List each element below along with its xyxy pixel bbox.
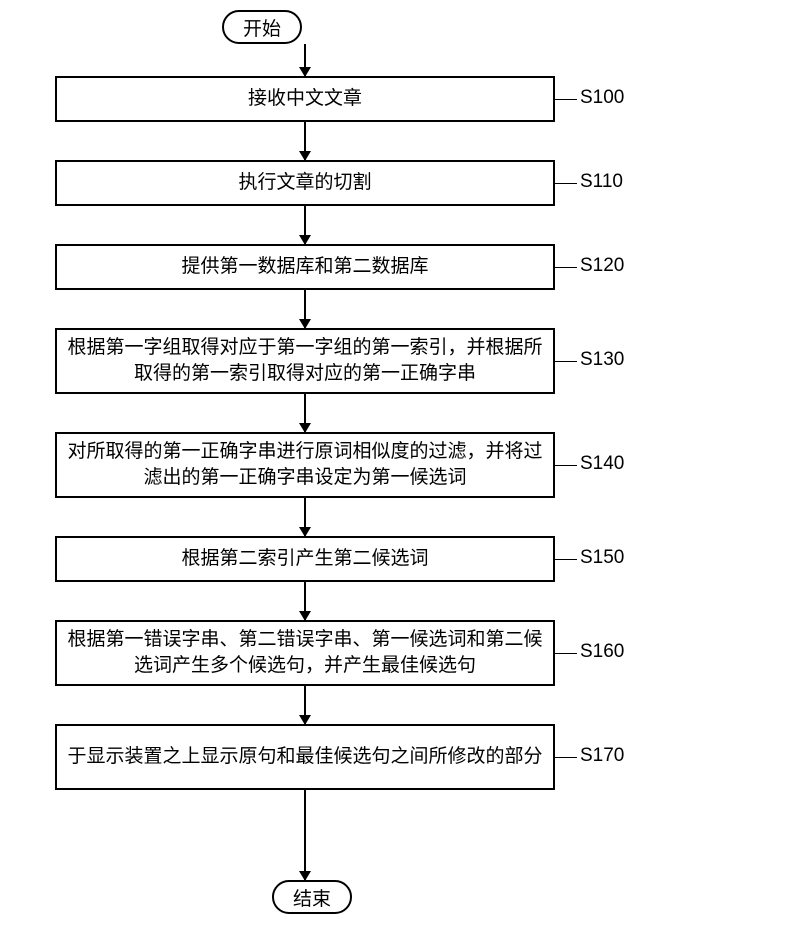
step-box-S140: 对所取得的第一正确字串进行原词相似度的过滤，并将过滤出的第一正确字串设定为第一候… [55, 432, 555, 498]
start-terminator: 开始 [222, 10, 302, 44]
arrow-7 [304, 686, 306, 724]
step-label-S160: S160 [580, 641, 624, 663]
label-connector-S140 [555, 465, 577, 466]
step-label-S150: S150 [580, 547, 624, 569]
label-connector-S130 [555, 361, 577, 362]
arrow-5 [304, 498, 306, 536]
step-box-S150: 根据第二索引产生第二候选词 [55, 536, 555, 582]
flowchart-canvas: 开始接收中文文章 S100 执行文章的切割 S110 提供第一数据库和第二数据库 S120… [0, 0, 800, 929]
step-label-S130: S130 [580, 349, 624, 371]
step-box-S160: 根据第一错误字串、第二错误字串、第一候选词和第二候选词产生多个候选句，并产生最佳… [55, 620, 555, 686]
step-box-S100: 接收中文文章 [55, 76, 555, 122]
step-label-S170: S170 [580, 745, 624, 767]
arrow-3 [304, 290, 306, 328]
label-connector-S150 [555, 559, 577, 560]
arrow-6 [304, 582, 306, 620]
step-label-S140: S140 [580, 453, 624, 475]
label-connector-S160 [555, 653, 577, 654]
label-connector-S170 [555, 757, 577, 758]
label-connector-S100 [555, 99, 577, 100]
arrow-2 [304, 206, 306, 244]
arrow-0 [304, 44, 306, 76]
step-box-S170: 于显示装置之上显示原句和最佳候选句之间所修改的部分 [55, 724, 555, 790]
step-label-S110: S110 [580, 171, 623, 193]
end-terminator: 结束 [272, 880, 352, 914]
arrow-4 [304, 394, 306, 432]
step-box-S110: 执行文章的切割 [55, 160, 555, 206]
step-label-S100: S100 [580, 87, 624, 109]
step-label-S120: S120 [580, 255, 624, 277]
step-box-S120: 提供第一数据库和第二数据库 [55, 244, 555, 290]
arrow-1 [304, 122, 306, 160]
step-box-S130: 根据第一字组取得对应于第一字组的第一索引，并根据所取得的第一索引取得对应的第一正… [55, 328, 555, 394]
label-connector-S110 [555, 183, 577, 184]
label-connector-S120 [555, 267, 577, 268]
arrow-8 [304, 790, 306, 880]
